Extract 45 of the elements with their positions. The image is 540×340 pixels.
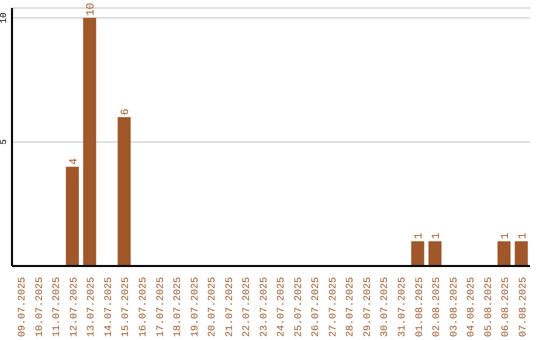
x-tick-label: 11.07.2025 <box>52 277 64 338</box>
x-tick-label: 01.08.2025 <box>414 277 426 338</box>
data-label: 1 <box>500 232 512 240</box>
x-tick-label: 21.07.2025 <box>224 277 236 338</box>
data-label: 1 <box>430 232 443 240</box>
bar <box>411 241 424 266</box>
data-label: 4 <box>68 158 80 165</box>
bar <box>498 241 511 266</box>
data-label: 1 <box>517 232 530 240</box>
x-tick-label: 22.07.2025 <box>242 277 254 338</box>
y-tick-label: 5 <box>0 139 9 145</box>
data-label: 6 <box>120 108 132 116</box>
x-tick-label: 23.07.2025 <box>259 277 270 338</box>
bar <box>428 241 442 266</box>
x-tick-label: 26.07.2025 <box>311 277 322 338</box>
x-tick-label: 02.08.2025 <box>432 277 444 338</box>
x-tick-label: 24.07.2025 <box>276 277 288 338</box>
x-tick-label: 06.08.2025 <box>501 277 512 338</box>
x-tick-label: 07.08.2025 <box>518 277 530 338</box>
x-tick-label: 05.08.2025 <box>484 277 495 338</box>
data-label: 10 <box>86 2 98 16</box>
x-tick-label: 18.07.2025 <box>173 277 184 338</box>
x-tick-label: 13.07.2025 <box>86 277 98 338</box>
x-tick-label: 29.07.2025 <box>362 277 374 338</box>
x-tick-label: 27.07.2025 <box>328 277 340 338</box>
x-tick-label: 31.07.2025 <box>398 277 408 338</box>
x-tick-label: 20.07.2025 <box>208 277 219 338</box>
x-tick-label: 16.07.2025 <box>138 277 150 338</box>
x-tick-label: 15.07.2025 <box>121 277 132 338</box>
x-tick-label: 12.07.2025 <box>69 277 80 338</box>
x-tick-label: 30.07.2025 <box>380 277 392 338</box>
x-tick-label: 04.08.2025 <box>466 277 478 338</box>
x-tick-label: 14.07.2025 <box>104 277 115 338</box>
x-tick-label: 09.07.2025 <box>18 277 29 338</box>
bar <box>83 18 96 266</box>
x-tick-label: 17.07.2025 <box>156 277 167 338</box>
x-tick-label: 28.07.2025 <box>346 277 357 338</box>
bar <box>66 166 79 266</box>
x-tick-label: 10.07.2025 <box>34 277 46 338</box>
data-label: 1 <box>414 232 426 240</box>
x-tick-label: 25.07.2025 <box>294 277 305 338</box>
x-tick-label: 03.08.2025 <box>449 277 460 338</box>
bar <box>514 241 528 266</box>
x-tick-label: 19.07.2025 <box>190 277 202 338</box>
bar <box>118 117 131 266</box>
